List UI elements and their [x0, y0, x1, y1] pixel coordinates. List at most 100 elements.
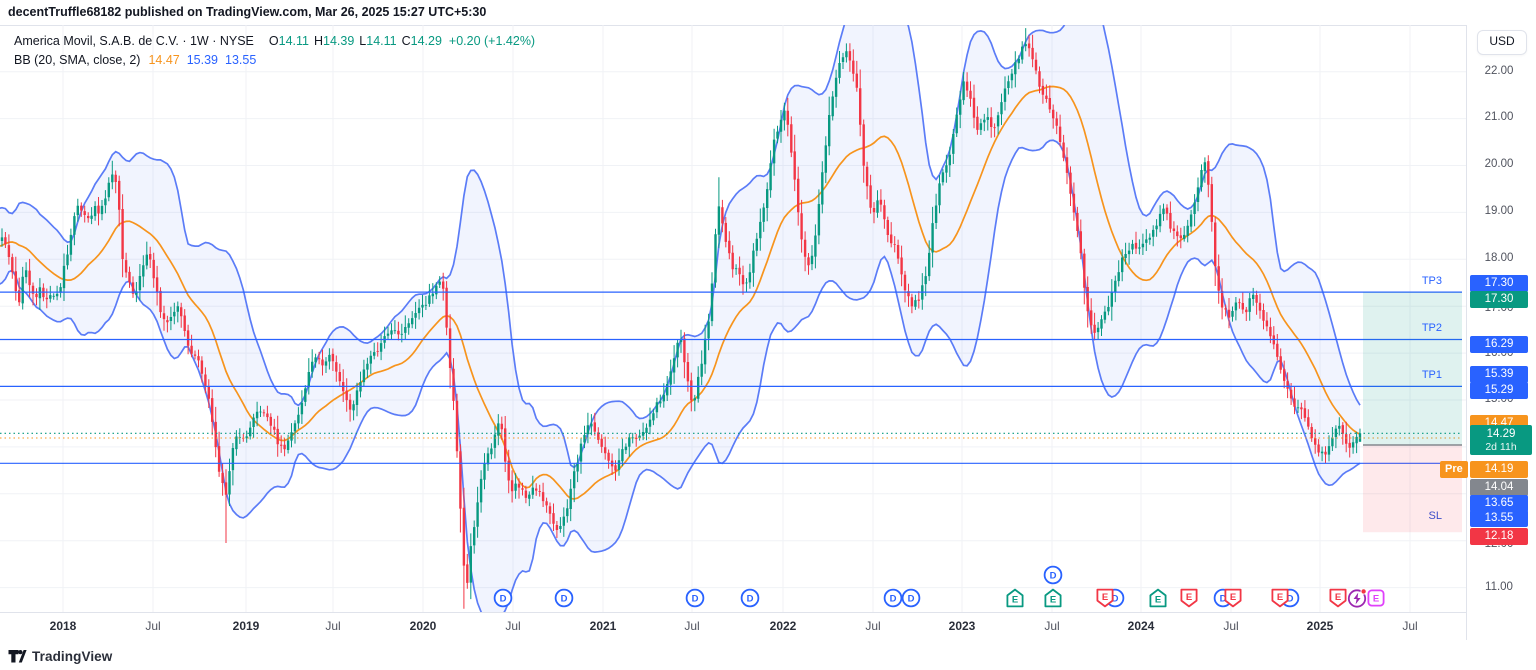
svg-text:E: E [1230, 592, 1236, 603]
position-loss-zone [1363, 445, 1462, 533]
ohlc-letter: H [313, 33, 324, 48]
svg-text:D: D [1287, 594, 1294, 605]
price-axis-tick: 19.00 [1484, 205, 1514, 217]
bollinger-basis [0, 85, 1361, 500]
legend: America Movil, S.A.B. de C.V. · 1W · NYS… [14, 31, 535, 69]
tradingview-logo[interactable]: TradingView [8, 646, 112, 666]
level-label-tp3[interactable]: TP3 [1421, 275, 1442, 288]
tradingview-logo-text: TradingView [32, 648, 113, 664]
earnings-down-marker-icon[interactable]: E [1222, 587, 1244, 609]
price-badge-15-39: 15.39 [1470, 365, 1528, 383]
ohlc-values: O14.11 H14.39 L14.11 C14.29 [264, 34, 442, 48]
level-label-tp2[interactable]: TP2 [1421, 322, 1442, 335]
svg-text:D: D [890, 594, 897, 605]
ohlc-letter: O [268, 33, 279, 48]
price-badge-17-30: 17.30 [1470, 290, 1528, 308]
ohlc-value: 14.29 [410, 33, 442, 48]
publish-text: decentTruffle68182 published on TradingV… [8, 5, 487, 19]
svg-text:D: D [500, 594, 507, 605]
dividend-marker-icon[interactable]: D [1042, 564, 1064, 586]
ohlc-value: 14.39 [323, 33, 355, 48]
price-badge-14-04: 14.04 [1470, 478, 1528, 496]
price-axis-tick: 21.00 [1484, 111, 1514, 123]
symbol-title[interactable]: America Movil, S.A.B. de C.V. · 1W · NYS… [14, 33, 254, 48]
price-badge-13-65: 13.65 [1470, 494, 1528, 512]
ohlc-value: 14.11 [366, 33, 397, 48]
time-axis-tick-jul: Jul [865, 619, 881, 633]
dividend-marker-icon[interactable]: D [739, 587, 761, 609]
earnings-magenta-marker-icon[interactable]: E [1365, 587, 1387, 609]
dividend-marker-icon[interactable]: D [492, 587, 514, 609]
time-axis-tick-jul: Jul [1402, 619, 1418, 633]
price-axis-tick: 18.00 [1484, 252, 1514, 264]
price-badge-14-29: 14.29 2d 11h [1470, 425, 1532, 455]
price-badge-12-18: 12.18 [1470, 527, 1528, 545]
time-axis-tick-2022: 2022 [769, 619, 797, 633]
dividend-marker-icon[interactable]: D [900, 587, 922, 609]
ohlc-letter: L [359, 33, 367, 48]
premarket-pre-tag: Pre [1440, 460, 1468, 478]
svg-text:E: E [1277, 592, 1283, 603]
price-axis-tick: 20.00 [1484, 158, 1514, 170]
grid-lines [0, 25, 1466, 612]
earnings-up-marker-icon[interactable]: E [1147, 587, 1169, 609]
earnings-up-marker-icon[interactable]: E [1042, 587, 1064, 609]
price-badge-13-55: 13.55 [1470, 509, 1528, 527]
svg-text:E: E [1335, 592, 1341, 603]
svg-text:E: E [1155, 594, 1161, 605]
dividend-marker-icon[interactable]: D [553, 587, 575, 609]
price-change: +0.20 (+1.42%) [448, 33, 536, 48]
earnings-down-marker-icon[interactable]: E [1327, 587, 1349, 609]
svg-text:E: E [1050, 594, 1056, 605]
price-badge-14-19: 14.19 [1470, 460, 1528, 478]
earnings-down-marker-icon[interactable]: E [1269, 587, 1291, 609]
bollinger-fill [0, 25, 1360, 612]
svg-text:E: E [1102, 592, 1108, 603]
svg-text:E: E [1186, 592, 1192, 603]
earnings-up-marker-icon[interactable]: E [1004, 587, 1026, 609]
indicator-values: 14.47 15.39 13.55 [148, 53, 263, 67]
level-label-sl[interactable]: SL [1428, 509, 1442, 522]
level-label-tp1[interactable]: TP1 [1421, 369, 1442, 382]
time-axis-tick-2024: 2024 [1127, 619, 1155, 633]
time-axis-tick-2021: 2021 [589, 619, 617, 633]
indicator-title[interactable]: BB (20, SMA, close, 2) [14, 52, 141, 67]
time-axis-tick-jul: Jul [505, 619, 521, 633]
currency-usd-button[interactable]: USD [1477, 30, 1527, 55]
ohlc-value: 14.11 [278, 33, 309, 48]
earnings-down-marker-icon[interactable]: E [1178, 587, 1200, 609]
time-axis-tick-jul: Jul [325, 619, 341, 633]
tradingview-logo-icon [8, 649, 27, 662]
time-axis-tick-jul: Jul [145, 619, 161, 633]
earnings-down-marker-icon[interactable]: E [1094, 587, 1116, 609]
svg-text:E: E [1373, 594, 1379, 605]
svg-text:E: E [1012, 594, 1018, 605]
svg-text:D: D [747, 594, 754, 605]
time-axis[interactable]: 2018 Jul 2019 Jul 2020 Jul 2021 Jul 2022 Jul 2023 J… [0, 612, 1536, 641]
time-axis-tick-2025: 2025 [1306, 619, 1334, 633]
price-axis-tick: 22.00 [1484, 65, 1514, 77]
svg-text:D: D [1220, 594, 1227, 605]
svg-text:D: D [1050, 571, 1057, 582]
price-badge-17-30: 17.30 [1470, 274, 1528, 292]
time-axis-tick-jul: Jul [684, 619, 700, 633]
pane-top-border [0, 25, 1536, 26]
event-bolt-marker-icon[interactable] [1346, 587, 1368, 609]
indicator-value: 13.55 [225, 52, 257, 67]
indicator-value: 14.47 [148, 52, 180, 67]
svg-text:D: D [1112, 594, 1119, 605]
time-axis-tick-jul: Jul [1223, 619, 1239, 633]
time-axis-tick-2018: 2018 [49, 619, 77, 633]
price-badge-16-29: 16.29 [1470, 335, 1528, 353]
svg-text:D: D [692, 594, 699, 605]
indicator-value: 15.39 [186, 52, 218, 67]
publish-bar: decentTruffle68182 published on TradingV… [0, 0, 1536, 25]
time-axis-tick-2019: 2019 [232, 619, 260, 633]
price-axis[interactable]: 22.00 21.00 20.00 19.00 18.00 17.00 16.00 15.00… [1466, 25, 1536, 640]
dividend-marker-icon[interactable]: D [882, 587, 904, 609]
dividend-marker-icon[interactable]: D [684, 587, 706, 609]
time-axis-tick-jul: Jul [1044, 619, 1060, 633]
ohlc-letter: C [401, 33, 411, 48]
